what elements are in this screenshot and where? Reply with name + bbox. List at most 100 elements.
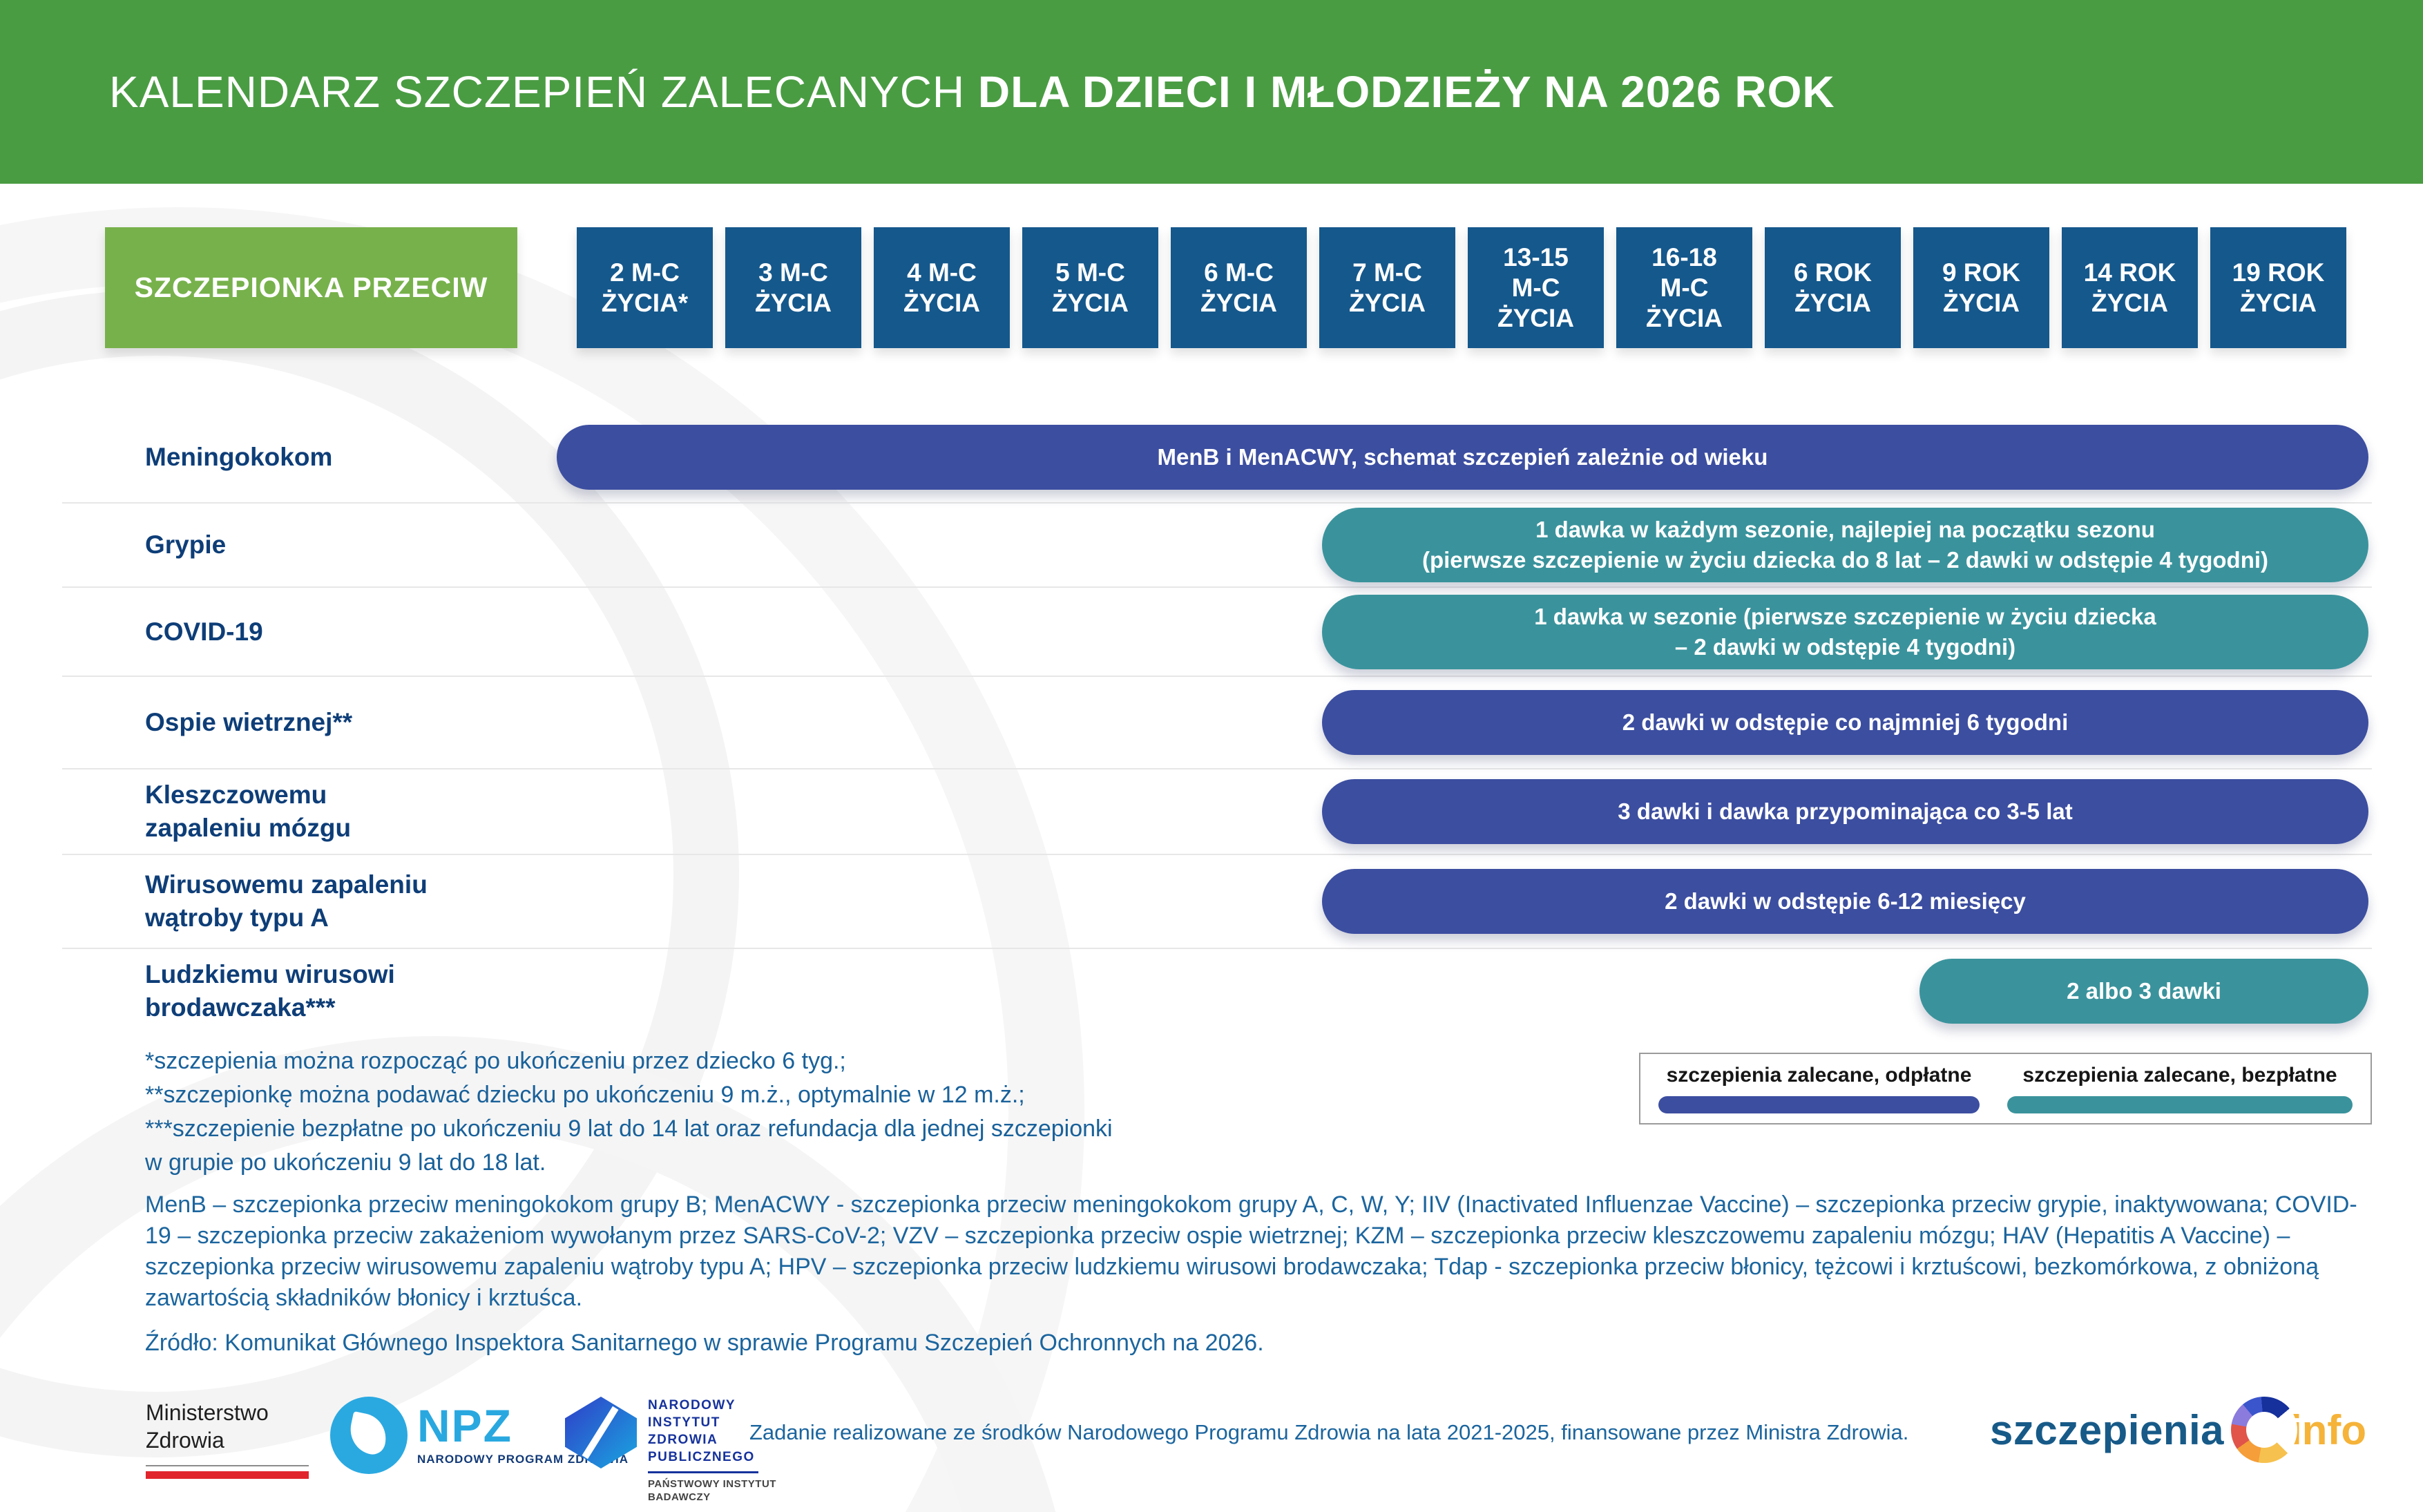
- age-column-line: 9 ROK: [1942, 258, 2021, 287]
- age-column-line: ŻYCIA: [1052, 288, 1129, 317]
- footnote-line: w grupie po ukończeniu 9 lat do 18 lat.: [145, 1149, 546, 1176]
- age-column-line: 3 M-C: [758, 258, 828, 287]
- schedule-pill-line: 2 dawki w odstępie 6-12 miesięcy: [1665, 888, 2026, 914]
- brand-ring-icon: [2231, 1397, 2298, 1463]
- legend-item: szczepienia zalecane, bezpłatne: [2007, 1064, 2353, 1113]
- schedule-pill: 2 dawki w odstępie co najmniej 6 tygodni: [1322, 690, 2368, 755]
- vaccine-row-label: Kleszczowemu zapaleniu mózgu: [145, 778, 351, 845]
- schedule-pill-line: 3 dawki i dawka przypominająca co 3-5 la…: [1618, 798, 2073, 824]
- age-column-line: 6 ROK: [1793, 258, 1873, 287]
- age-column-line: ŻYCIA: [2240, 288, 2317, 317]
- age-column-line: ŻYCIA: [903, 288, 980, 317]
- vaccine-row: Ludzkiemu wirusowi brodawczaka*** 2 albo 3…: [62, 949, 2372, 1033]
- age-column-line: M-C: [1511, 273, 1560, 302]
- pzh-sub-line1: PAŃSTWOWY INSTYTUT: [648, 1478, 776, 1490]
- schedule-pill-line: 1 dawka w sezonie (pierwsze szczepienie …: [1534, 603, 2156, 629]
- ministry-logo-line1: Ministerstwo: [146, 1400, 269, 1425]
- age-column-header: 2 M-C ŻYCIA*: [577, 227, 713, 348]
- vaccine-row-label: Ludzkiemu wirusowi brodawczaka***: [145, 958, 395, 1024]
- vaccine-row-label: Ospie wietrznej**: [145, 706, 352, 739]
- brand-name: szczepienia: [1990, 1406, 2225, 1453]
- vaccine-row: Wirusowemu zapaleniu wątroby typu A 2 dawk…: [62, 855, 2372, 949]
- age-column-line: ŻYCIA: [1349, 288, 1426, 317]
- schedule-pill-line: 2 albo 3 dawki: [2067, 978, 2221, 1004]
- schedule-pill-line: 2 dawki w odstępie co najmniej 6 tygodni: [1622, 709, 2069, 735]
- footnote-line: **szczepionkę można podawać dziecku po u…: [145, 1082, 1025, 1108]
- vaccine-row-label: Wirusowemu zapaleniu wątroby typu A: [145, 868, 428, 935]
- age-column-header: 6 ROK ŻYCIA: [1765, 227, 1901, 348]
- vaccine-row: Meningokokom MenB i MenACWY, schemat szcz…: [62, 412, 2372, 504]
- pzh-sub-line2: BADAWCZY: [648, 1491, 711, 1503]
- page-title-regular: KALENDARZ SZCZEPIEŃ ZALECANYCH: [109, 67, 978, 117]
- vaccine-rows: Meningokokom MenB i MenACWY, schemat szcz…: [62, 412, 2372, 1033]
- legend-color-bar: [1658, 1096, 1980, 1113]
- vaccine-row: COVID-19 1 dawka w sezonie (pierwsze szcz…: [62, 588, 2372, 677]
- age-column-header: 19 ROK ŻYCIA: [2210, 227, 2346, 348]
- age-column-line: ŻYCIA: [1497, 303, 1574, 332]
- vaccine-row: Ospie wietrznej** 2 dawki w odstępie co n…: [62, 677, 2372, 769]
- npz-caption: NARODOWY PROGRAM ZDROWIA: [417, 1453, 629, 1466]
- age-column-line: 14 ROK: [2083, 258, 2176, 287]
- funding-note: Zadanie realizowane ze środków Narodoweg…: [749, 1420, 1909, 1444]
- vaccine-row: Kleszczowemu zapaleniu mózgu 3 dawki i daw…: [62, 769, 2372, 855]
- schedule-pill-line: (pierwsze szczepienie w życiu dziecka do…: [1421, 547, 2269, 573]
- ministry-logo-line2: Zdrowia: [146, 1428, 224, 1453]
- age-column-line: 5 M-C: [1055, 258, 1125, 287]
- npz-logo: NPZ NARODOWY PROGRAM ZDROWIA: [330, 1397, 629, 1474]
- age-column-line: 6 M-C: [1204, 258, 1274, 287]
- pzh-line1: NARODOWY: [648, 1398, 736, 1413]
- pzh-diamond-icon: [565, 1397, 637, 1468]
- szczepienia-info-logo: szczepienia info: [1990, 1395, 2366, 1464]
- age-column-header: 14 ROK ŻYCIA: [2062, 227, 2198, 348]
- age-column-line: ŻYCIA: [1200, 288, 1277, 317]
- title-bar: KALENDARZ SZCZEPIEŃ ZALECANYCH DLA DZIEC…: [0, 0, 2423, 184]
- age-columns: 2 M-C ŻYCIA* 3 M-C ŻYCIA 4 M-C ŻYCIA 5 M-C ŻYCI…: [577, 227, 2346, 348]
- age-column-line: 19 ROK: [2232, 258, 2325, 287]
- schedule-pill: 3 dawki i dawka przypominająca co 3-5 la…: [1322, 779, 2368, 844]
- vaccine-row-label-line: brodawczaka***: [145, 993, 336, 1022]
- pzh-line3: ZDROWIA: [648, 1433, 718, 1447]
- vaccine-row-label-line: Ospie wietrznej**: [145, 708, 353, 736]
- npz-abbr: NPZ: [417, 1400, 513, 1451]
- legend-color-bar: [2007, 1096, 2353, 1113]
- age-column-line: ŻYCIA: [1646, 303, 1723, 332]
- vaccine-row-label: Meningokokom: [145, 441, 332, 474]
- ministry-logo-red-bar: [146, 1471, 309, 1479]
- pzh-line4: PUBLICZNEGO: [648, 1450, 755, 1464]
- pzh-rule: [648, 1471, 758, 1473]
- footnotes: *szczepienia można rozpocząć po ukończen…: [145, 1044, 1113, 1180]
- age-column-header: 7 M-C ŻYCIA: [1319, 227, 1455, 348]
- age-column-line: 13-15: [1503, 242, 1569, 271]
- ministry-of-health-logo: Ministerstwo Zdrowia: [146, 1399, 309, 1479]
- vaccine-row-label: COVID-19: [145, 615, 263, 649]
- page-title: KALENDARZ SZCZEPIEŃ ZALECANYCH DLA DZIEC…: [109, 66, 1835, 117]
- brand-suffix: info: [2290, 1406, 2366, 1453]
- schedule-pill: MenB i MenACWY, schemat szczepień zależn…: [557, 424, 2368, 490]
- age-column-line: ŻYCIA: [755, 288, 832, 317]
- age-column-line: ŻYCIA: [2091, 288, 2168, 317]
- age-column-header: 3 M-C ŻYCIA: [725, 227, 861, 348]
- age-column-line: ŻYCIA: [1794, 288, 1871, 317]
- schedule-pill-line: MenB i MenACWY, schemat szczepień zależn…: [1157, 443, 1768, 470]
- vaccine-row-label-line: wątroby typu A: [145, 903, 329, 932]
- schedule-pill-line: 1 dawka w każdym sezonie, najlepiej na p…: [1535, 517, 2155, 542]
- page-title-bold: DLA DZIECI I MŁODZIEŻY NA 2026 ROK: [977, 67, 1835, 117]
- age-column-line: ŻYCIA: [1943, 288, 2020, 317]
- age-column-line: 2 M-C: [610, 258, 680, 287]
- age-column-header: 13-15 M-C ŻYCIA: [1468, 227, 1604, 348]
- vaccine-against-header-label: SZCZEPIONKA PRZECIW: [134, 271, 488, 303]
- vaccine-row-label-line: zapaleniu mózgu: [145, 814, 352, 842]
- pzh-line2: INSTYTUT: [648, 1415, 720, 1430]
- schedule-pill: 1 dawka w każdym sezonie, najlepiej na p…: [1322, 508, 2368, 582]
- vaccine-row: Grypie 1 dawka w każdym sezonie, najlepie…: [62, 504, 2372, 588]
- age-column-header: 16-18 M-C ŻYCIA: [1616, 227, 1752, 348]
- vaccine-row-label-line: COVID-19: [145, 617, 263, 646]
- footnote-line: ***szczepienie bezpłatne po ukończeniu 9…: [145, 1116, 1113, 1142]
- schedule-pill: 2 albo 3 dawki: [1919, 959, 2368, 1024]
- footnote-line: *szczepienia można rozpocząć po ukończen…: [145, 1048, 846, 1074]
- age-column-line: 4 M-C: [907, 258, 977, 287]
- age-column-header: 9 ROK ŻYCIA: [1913, 227, 2049, 348]
- age-column-header: 5 M-C ŻYCIA: [1022, 227, 1158, 348]
- ministry-logo-rule: [146, 1465, 309, 1466]
